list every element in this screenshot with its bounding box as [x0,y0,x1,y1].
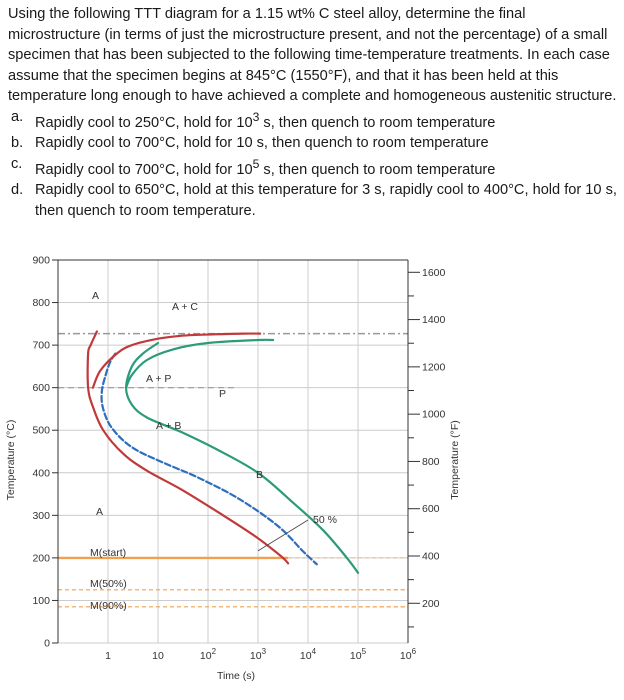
y2-tick-label: 200 [422,598,440,610]
treatment-item-a: a. Rapidly cool to 250°C, hold for 103 s,… [8,107,620,133]
item-marker: b. [11,135,24,152]
curve-fifty [100,352,318,566]
y2-tick-label: 1200 [422,361,446,373]
label-p: P [219,388,226,400]
y2-tick-label: 1400 [422,314,446,326]
ttt-diagram: 0 100 200 300 400 500 600 700 800 900 200 400 600 800… [0,244,624,694]
label-fifty-percent: 50 % [313,514,337,526]
y2-axis-title: Temperature (°F) [449,420,461,499]
item-text-before: Rapidly cool to 650°C, hold at this temp… [35,182,617,220]
x-tick-label: 103 [250,647,267,662]
item-text-before: Rapidly cool to 700°C, hold for 10 s, th… [35,135,489,152]
x-tick-label: 10 [152,650,164,662]
chart-labels: Time (s) Temperature (°C) Temperature (°… [5,290,461,682]
treatment-item-d: d. Rapidly cool to 650°C, hold at this te… [8,180,620,221]
y-tick-label: 600 [32,382,50,394]
ttt-chart-svg: 0 100 200 300 400 500 600 700 800 900 200 400 600 800… [5,255,461,683]
y2-tick-label: 1000 [422,409,446,421]
treatment-list: a. Rapidly cool to 250°C, hold for 103 s,… [8,107,620,222]
x-tick-label: 104 [300,647,317,662]
label-austenite-low: A [96,506,103,518]
curve-upper_start [91,332,262,389]
item-text-before: Rapidly cool to 250°C, hold for 10 [35,114,253,131]
label-m-50: M(50%) [90,578,127,590]
label-b: B [256,469,263,481]
y2-tick-label: 600 [422,503,440,515]
reference-lines [58,332,408,608]
y-tick-label: 500 [32,425,50,437]
x-tick-label: 1 [105,650,111,662]
y-tick-label: 0 [44,638,50,650]
curve-finish [124,341,360,574]
item-marker: a. [11,108,24,125]
item-text-after: s, then quench to room temperature [259,161,496,178]
label-a-plus-c: A + C [172,301,198,313]
transformation-curves [86,330,360,574]
item-exponent: 3 [252,109,260,124]
curve-start [86,330,290,565]
y-tick-label: 200 [32,552,50,564]
fifty-percent-leader [257,519,309,552]
label-a-plus-p: A + P [146,373,171,385]
y2-tick-label: 800 [422,456,440,468]
y-tick-label: 100 [32,595,50,607]
y-tick-label: 700 [32,340,50,352]
item-exponent: 5 [252,157,260,172]
item-text-before: Rapidly cool to 700°C, hold for 10 [35,161,253,178]
y-tick-label: 400 [32,467,50,479]
curve-upper_finish [125,338,275,389]
treatment-item-b: b. Rapidly cool to 700°C, hold for 10 s, … [8,133,620,154]
y-tick-label: 800 [32,297,50,309]
x-tick-label: 102 [200,647,217,662]
y-tick-label: 900 [32,255,50,267]
x-axis-title: Time (s) [217,670,255,682]
y-axis-title: Temperature (°C) [5,420,17,501]
question-intro: Using the following TTT diagram for a 1.… [8,6,617,105]
treatment-item-c: c. Rapidly cool to 700°C, hold for 105 s,… [8,154,620,180]
label-m-90: M(90%) [90,600,127,612]
item-marker: c. [11,156,23,173]
x-tick-label: 105 [350,647,367,662]
y2-tick-label: 1600 [422,267,446,279]
item-text-after: s, then quench to room temperature [259,114,496,131]
label-a-plus-b: A + B [156,420,181,432]
label-m-start: M(start) [90,547,126,559]
question-text: Using the following TTT diagram for a 1.… [8,4,620,222]
y2-tick-label: 400 [422,550,440,562]
axes: 0 100 200 300 400 500 600 700 800 900 200 400 600 800… [32,255,445,663]
item-marker: d. [11,182,24,199]
y-tick-label: 300 [32,510,50,522]
label-austenite-top: A [92,290,99,302]
x-tick-label: 106 [400,647,417,662]
